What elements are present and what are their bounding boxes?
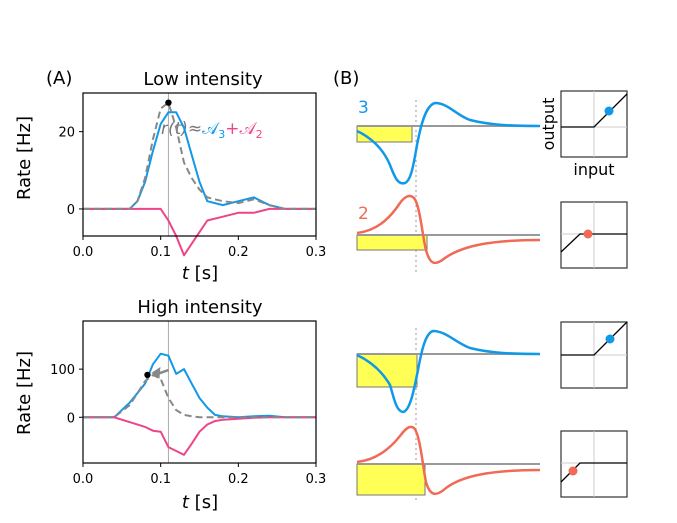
x-axis-unit: [s] (189, 492, 218, 513)
shift-arrow-head (151, 366, 161, 379)
inset-operating-point (604, 106, 614, 116)
series-line-approx (83, 101, 316, 210)
series-line-total (83, 352, 316, 419)
x-axis-var: t (182, 492, 190, 513)
nonlinearity-inset (560, 430, 628, 498)
peak-marker (165, 99, 172, 106)
inset-curve (561, 321, 628, 356)
filter-panel: 3 2 (356, 98, 541, 500)
high-intensity-chart: High intensity Rate [Hz] t [s] 0.0 0.1 0.2… (14, 297, 326, 513)
x-tick-label: 0.3 (306, 472, 327, 487)
nonlinearity-inset (560, 321, 628, 389)
y-tick-label: 0 (67, 411, 75, 426)
x-axis-unit: [s] (189, 263, 218, 284)
peak-marker (144, 371, 151, 379)
x-axis-label: t [s] (182, 263, 218, 284)
inset-operating-point (568, 466, 578, 476)
series-line-approx (83, 373, 316, 419)
filter3-kernel (356, 329, 541, 414)
chart-title: High intensity (137, 297, 262, 318)
inset-curve (561, 93, 628, 128)
legend-term-a2: 𝒜 (240, 119, 258, 139)
y-tick-label: 20 (58, 126, 75, 141)
inset-operating-point (605, 334, 615, 344)
filter2-kernel (356, 425, 541, 495)
plot-frame (82, 320, 317, 464)
filter2-threshold-box (356, 234, 428, 251)
filter3-kernel (356, 101, 541, 185)
filter2-kernel (356, 194, 541, 265)
x-tick-label: 0.0 (73, 472, 94, 487)
y-tick-label: 100 (50, 363, 75, 378)
x-axis-var: t (182, 263, 190, 284)
filter2-label: 2 (358, 204, 369, 224)
inset-curve (560, 462, 627, 483)
legend-approx-sign: ≈ (188, 119, 202, 139)
y-axis-label: Rate [Hz] (14, 116, 35, 200)
nonlinearity-inset (560, 90, 628, 158)
chart-title: Low intensity (143, 69, 263, 90)
panel-label-a: (A) (46, 68, 72, 89)
filter2-threshold-box (356, 463, 426, 496)
legend-term-a3: 𝒜 (202, 119, 220, 139)
legend-plus: + (225, 119, 239, 139)
nonlinearity-inset (560, 201, 628, 269)
x-tick-label: 0.3 (306, 245, 327, 260)
y-tick-label: 0 (67, 203, 75, 218)
x-tick-label: 0.1 (150, 472, 171, 487)
x-tick-label: 0.2 (228, 472, 249, 487)
low-intensity-chart: Low intensity Rate [Hz] t [s] r(t)≈𝒜3+𝒜2… (14, 69, 326, 284)
x-tick-label: 0.1 (150, 245, 171, 260)
x-tick-label: 0.2 (228, 245, 249, 260)
inset-y-label: output (539, 98, 558, 151)
x-tick-label: 0.0 (73, 245, 94, 260)
inset-operating-point (583, 229, 593, 239)
x-axis-label: t [s] (182, 492, 218, 513)
plot-frame (82, 92, 317, 237)
y-axis-label: Rate [Hz] (14, 351, 35, 435)
nonlinearity-insets: input output (539, 90, 628, 498)
inset-curve (560, 233, 627, 253)
panel-label-b: (B) (333, 68, 359, 89)
legend-sub-3: 3 (218, 128, 225, 141)
series-line-a2 (83, 416, 316, 456)
inset-x-label: input (573, 160, 614, 179)
legend-sub-2: 2 (256, 128, 263, 141)
series-line-a2 (83, 207, 316, 257)
filter3-label: 3 (358, 98, 369, 118)
